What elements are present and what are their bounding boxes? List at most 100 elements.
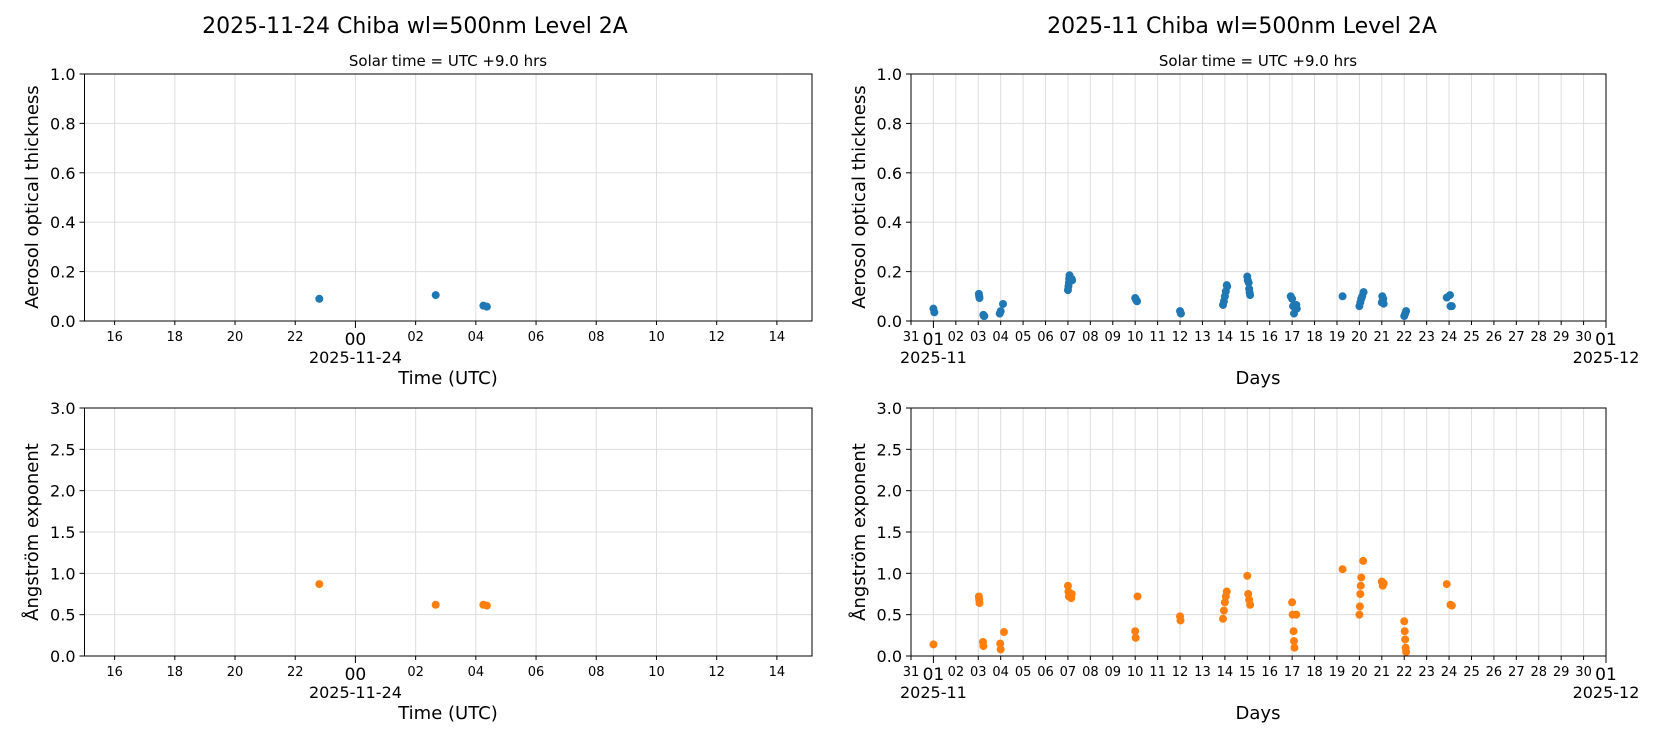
y-axis-label-top-right: Aerosol optical thickness: [849, 85, 870, 308]
data-point: [1131, 627, 1140, 636]
y-tick-label: 2.0: [50, 482, 75, 501]
x-tick-label: 20: [227, 665, 244, 680]
data-point: [1292, 304, 1301, 313]
data-point: [315, 580, 324, 589]
x-tick-label: 27: [1508, 665, 1525, 680]
x-tick-label: 26: [1486, 665, 1503, 680]
x-tick-label: 12: [708, 665, 725, 680]
axes-frame: [910, 73, 1607, 322]
data-point: [979, 642, 988, 651]
x-tick-label: 08: [588, 330, 605, 345]
data-point: [1402, 307, 1411, 316]
x-tick-label: 26: [1486, 330, 1503, 345]
data-point: [996, 645, 1005, 654]
x-tick-label: 22: [287, 330, 304, 345]
y-tick-label: 0.4: [877, 213, 902, 232]
y-tick-label: 0.6: [50, 164, 75, 183]
x-tick-label: 30: [1575, 330, 1592, 345]
x-tick-label: 15: [1239, 330, 1256, 345]
x-tick-label: 02: [407, 665, 424, 680]
x-tick-date-label: 2025-11-24: [309, 348, 402, 367]
data-point: [1379, 579, 1388, 588]
x-tick-label: 05: [1015, 665, 1032, 680]
data-point: [980, 312, 989, 321]
data-point: [1288, 598, 1297, 607]
data-point: [1400, 617, 1409, 626]
x-tick-label: 04: [468, 665, 485, 680]
x-tick-label: 18: [1306, 665, 1323, 680]
x-tick-label: 00: [345, 330, 367, 350]
y-tick-label: 1.0: [50, 65, 75, 84]
data-point: [1290, 643, 1299, 652]
data-point: [975, 294, 984, 303]
x-tick-label: 14: [769, 665, 786, 680]
x-tick-label: 08: [1082, 665, 1099, 680]
data-point: [431, 600, 440, 609]
data-point: [975, 599, 984, 608]
y-tick-label: 0.0: [50, 647, 75, 666]
left-figure-title: 2025-11-24 Chiba wl=500nm Level 2A: [202, 14, 628, 39]
data-point: [1176, 616, 1185, 625]
y-tick-label: 3.0: [877, 399, 902, 418]
x-tick-date-label: 2025-11: [900, 683, 967, 702]
x-tick-label: 06: [1037, 665, 1054, 680]
x-tick-label: 28: [1530, 665, 1547, 680]
data-point: [1131, 633, 1140, 642]
x-tick-label: 23: [1418, 330, 1435, 345]
x-tick-label: 14: [1217, 665, 1234, 680]
data-point: [1246, 291, 1255, 300]
data-point: [431, 291, 440, 300]
x-axis-label-top-left: Time (UTC): [397, 368, 498, 389]
y-tick-label: 0.4: [50, 213, 75, 232]
x-tick-label: 13: [1194, 665, 1211, 680]
x-tick-label: 04: [992, 665, 1009, 680]
right-figure-title: 2025-11 Chiba wl=500nm Level 2A: [1047, 14, 1437, 39]
x-tick-label: 17: [1284, 330, 1301, 345]
x-tick-label: 01: [923, 665, 945, 685]
data-point: [1442, 580, 1451, 589]
x-tick-label: 20: [1351, 665, 1368, 680]
y-tick-label: 0.2: [50, 263, 75, 282]
data-point: [1402, 647, 1411, 656]
x-axis-label-bottom-right: Days: [1236, 703, 1281, 724]
x-tick-label: 10: [1127, 330, 1144, 345]
x-tick-label: 04: [992, 330, 1009, 345]
data-point: [1133, 297, 1142, 306]
axes-frame: [84, 407, 813, 657]
y-tick-label: 1.0: [50, 564, 75, 583]
y-axis-label-bottom-left: Ångström exponent: [21, 443, 43, 621]
x-tick-label: 21: [1374, 330, 1391, 345]
x-tick-label: 19: [1329, 330, 1346, 345]
x-axis-label-top-right: Days: [1236, 368, 1281, 389]
x-tick-label: 14: [1217, 330, 1234, 345]
x-tick-label: 04: [468, 330, 485, 345]
x-tick-label: 16: [1261, 665, 1278, 680]
x-tick-label: 06: [528, 665, 545, 680]
x-axis-label-bottom-left: Time (UTC): [397, 703, 498, 724]
y-tick-label: 0.0: [877, 647, 902, 666]
y-tick-label: 0.8: [877, 114, 902, 133]
y-tick-label: 2.0: [877, 482, 902, 501]
y-tick-label: 1.5: [877, 523, 902, 542]
x-tick-label: 20: [227, 330, 244, 345]
data-point: [1359, 556, 1368, 565]
axes-frame: [910, 407, 1607, 657]
y-tick-label: 0.2: [877, 263, 902, 282]
x-tick-label: 22: [1396, 665, 1413, 680]
data-point: [1219, 614, 1228, 623]
x-tick-label: 25: [1463, 330, 1480, 345]
data-point: [1219, 606, 1228, 615]
x-tick-label: 08: [588, 665, 605, 680]
x-tick-date-label: 2025-12: [1573, 683, 1640, 702]
left-subtitle: Solar time = UTC +9.0 hrs: [349, 52, 547, 70]
x-tick-label: 08: [1082, 330, 1099, 345]
x-tick-label: 29: [1553, 665, 1570, 680]
x-tick-label: 06: [1037, 330, 1054, 345]
y-axis-label-bottom-right: Ångström exponent: [848, 443, 870, 621]
x-tick-label: 16: [106, 330, 123, 345]
x-tick-date-label: 2025-11-24: [309, 683, 402, 702]
x-tick-label: 20: [1351, 330, 1368, 345]
